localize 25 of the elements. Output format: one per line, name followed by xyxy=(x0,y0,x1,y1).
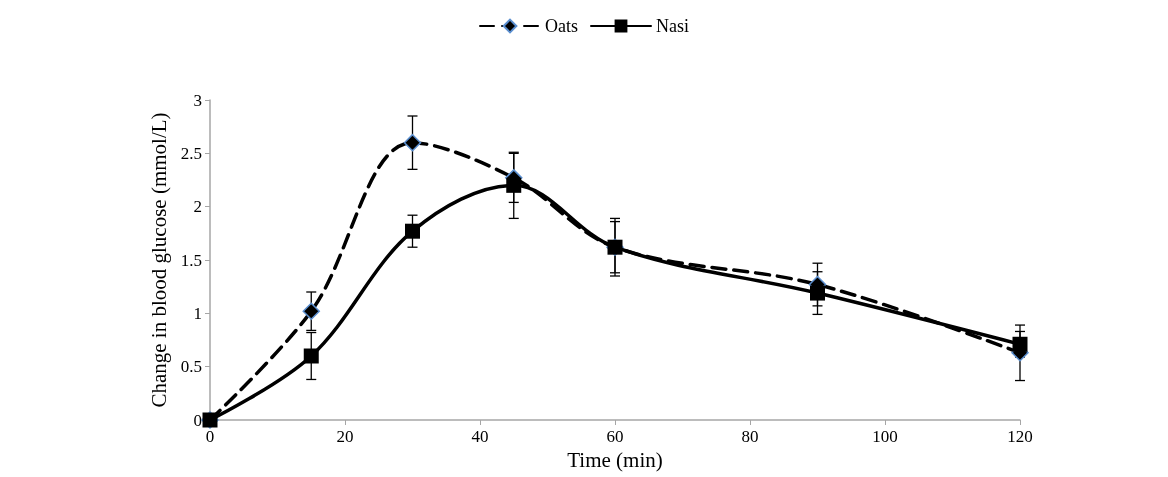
point xyxy=(303,348,319,364)
y-tick-label: 1.5 xyxy=(180,250,202,270)
x-tick-label: 20 xyxy=(336,427,354,446)
y-tick-label: 1 xyxy=(193,303,202,323)
x-tick-label: 100 xyxy=(872,427,898,446)
y-axis-title: Change in blood glucose (mmol/L) xyxy=(147,112,172,408)
y-tick-label: 3 xyxy=(193,90,202,110)
point xyxy=(1012,336,1028,352)
point xyxy=(810,285,825,301)
point xyxy=(405,223,420,239)
y-tick-label: 0 xyxy=(193,410,202,430)
legend-label: Oats xyxy=(545,16,579,36)
point xyxy=(403,133,422,152)
x-tick-label: 80 xyxy=(741,427,759,446)
y-tick-label: 2.5 xyxy=(180,143,202,163)
x-tick-label: 120 xyxy=(1007,427,1033,446)
x-tick-label: 0 xyxy=(205,427,215,446)
x-tick-label: 40 xyxy=(471,427,489,446)
x-axis-title: Time (min) xyxy=(567,448,663,473)
x-tick-label: 60 xyxy=(606,427,624,446)
point xyxy=(506,177,522,193)
y-tick-label: 0.5 xyxy=(180,357,202,377)
point xyxy=(302,302,320,320)
legend-label: Nasi xyxy=(656,16,689,36)
y-tick-label: 2 xyxy=(193,197,202,217)
